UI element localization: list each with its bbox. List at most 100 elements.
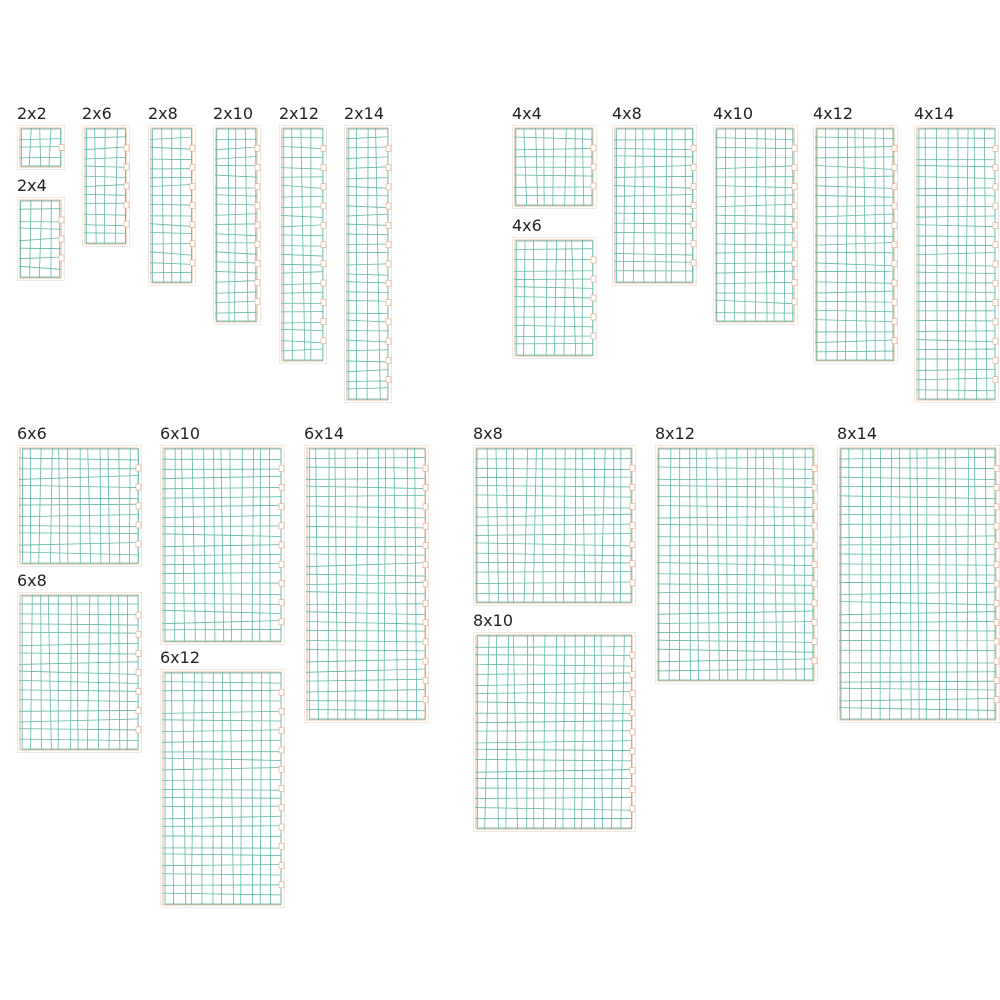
panel-label: 2x12 bbox=[279, 104, 320, 123]
grid-line-horizontal bbox=[838, 698, 997, 702]
grid-line-vertical bbox=[58, 447, 61, 565]
grid-line-vertical bbox=[870, 447, 872, 721]
grid-line-horizontal bbox=[714, 312, 795, 314]
edge-tab bbox=[629, 786, 636, 793]
edge-tab bbox=[189, 259, 196, 267]
grid-line-horizontal bbox=[474, 682, 633, 686]
grid-line-horizontal bbox=[345, 243, 389, 246]
grid-line-horizontal bbox=[714, 165, 795, 170]
grid-panel-4x4 bbox=[512, 125, 597, 209]
grid-line-horizontal bbox=[714, 185, 795, 189]
grid-line-horizontal bbox=[814, 319, 895, 323]
grid-line-vertical bbox=[87, 447, 92, 565]
grid-line-horizontal bbox=[915, 389, 996, 392]
grid-panel-8x8 bbox=[473, 445, 636, 606]
grid-line-horizontal bbox=[915, 330, 996, 332]
panel-label: 8x10 bbox=[473, 611, 514, 630]
grid-line-horizontal bbox=[18, 551, 139, 556]
grid-line-vertical bbox=[555, 634, 557, 830]
grid-line-vertical bbox=[174, 447, 176, 643]
grid-line-horizontal bbox=[305, 591, 426, 595]
grid-line-horizontal bbox=[149, 184, 193, 187]
grid-line-vertical bbox=[916, 447, 920, 721]
edge-tab bbox=[135, 650, 142, 657]
grid-line-horizontal bbox=[83, 193, 127, 196]
grid-line-horizontal bbox=[280, 291, 324, 294]
edge-tab bbox=[791, 298, 798, 306]
outer-boundary bbox=[279, 125, 327, 364]
grid-line-vertical bbox=[773, 127, 777, 323]
grid-line-horizontal bbox=[915, 252, 996, 256]
edge-tab bbox=[891, 202, 898, 210]
grid-line-vertical bbox=[792, 447, 797, 682]
grid-line-vertical bbox=[234, 127, 237, 323]
grid-line-horizontal bbox=[474, 807, 633, 811]
grid-line-horizontal bbox=[161, 603, 282, 605]
grid-line-vertical bbox=[716, 447, 720, 682]
edge-tab bbox=[992, 376, 999, 384]
grid-line-vertical bbox=[181, 447, 186, 643]
grid-line-horizontal bbox=[18, 247, 62, 250]
grid-line-horizontal bbox=[18, 503, 139, 506]
grid-line-vertical bbox=[541, 447, 544, 604]
grid-line-horizontal bbox=[838, 601, 997, 606]
grid-line-horizontal bbox=[513, 296, 594, 299]
grid-line-horizontal bbox=[161, 892, 282, 896]
grid-line-horizontal bbox=[18, 256, 62, 260]
edge-tab bbox=[385, 299, 392, 306]
grid-line-vertical bbox=[668, 447, 672, 682]
edge-tab bbox=[135, 611, 142, 619]
grid-line-vertical bbox=[696, 447, 699, 682]
grid-line-horizontal bbox=[513, 174, 594, 177]
edge-tab bbox=[993, 561, 1000, 569]
grid-line-horizontal bbox=[513, 148, 594, 151]
edge-tab bbox=[320, 298, 327, 306]
grid-line-vertical bbox=[754, 127, 758, 323]
grid-line-horizontal bbox=[656, 496, 815, 498]
grid-line-horizontal bbox=[305, 581, 426, 586]
grid-line-horizontal bbox=[18, 475, 139, 480]
grid-line-horizontal bbox=[18, 237, 62, 242]
grid-panel-4x10 bbox=[713, 125, 798, 325]
edge-tab bbox=[690, 259, 697, 267]
grid-line-vertical bbox=[505, 634, 509, 830]
grid-line-horizontal bbox=[474, 654, 633, 656]
grid-line-horizontal bbox=[161, 767, 282, 771]
edge-tab bbox=[135, 707, 142, 715]
grid-line-horizontal bbox=[214, 300, 258, 304]
grid-line-horizontal bbox=[345, 213, 389, 217]
grid-line-horizontal bbox=[656, 658, 815, 663]
grid-line-horizontal bbox=[474, 485, 633, 488]
grid-line-horizontal bbox=[161, 562, 282, 566]
grid-line-horizontal bbox=[149, 146, 193, 150]
grid-line-horizontal bbox=[83, 213, 127, 216]
grid-line-horizontal bbox=[345, 156, 389, 159]
edge-tab bbox=[791, 183, 798, 190]
grid-line-vertical bbox=[653, 127, 656, 284]
outer-boundary bbox=[304, 445, 429, 723]
grid-panel-6x12 bbox=[160, 669, 285, 908]
grid-line-vertical bbox=[783, 127, 786, 323]
edge-tab bbox=[993, 696, 1000, 704]
grid-line-horizontal bbox=[305, 562, 426, 568]
edge-tab bbox=[278, 765, 285, 773]
edge-tab bbox=[422, 464, 429, 472]
grid-line-horizontal bbox=[18, 457, 139, 461]
grid-line-horizontal bbox=[83, 175, 127, 178]
panel-label: 2x6 bbox=[82, 104, 112, 123]
grid-line-horizontal bbox=[474, 797, 633, 799]
grid-line-vertical bbox=[954, 447, 959, 721]
grid-line-vertical bbox=[39, 127, 42, 168]
grid-line-vertical bbox=[108, 594, 112, 751]
grid-line-horizontal bbox=[714, 203, 795, 208]
grid-line-vertical bbox=[161, 127, 165, 284]
grid-line-horizontal bbox=[280, 340, 324, 344]
grid-line-vertical bbox=[259, 671, 263, 906]
grid-line-horizontal bbox=[838, 582, 997, 584]
outer-boundary bbox=[473, 445, 636, 606]
edge-tab bbox=[278, 727, 285, 735]
grid-line-horizontal bbox=[838, 630, 997, 632]
grid-line-horizontal bbox=[838, 680, 997, 683]
grid-line-horizontal bbox=[814, 290, 895, 294]
grid-line-horizontal bbox=[345, 146, 389, 149]
